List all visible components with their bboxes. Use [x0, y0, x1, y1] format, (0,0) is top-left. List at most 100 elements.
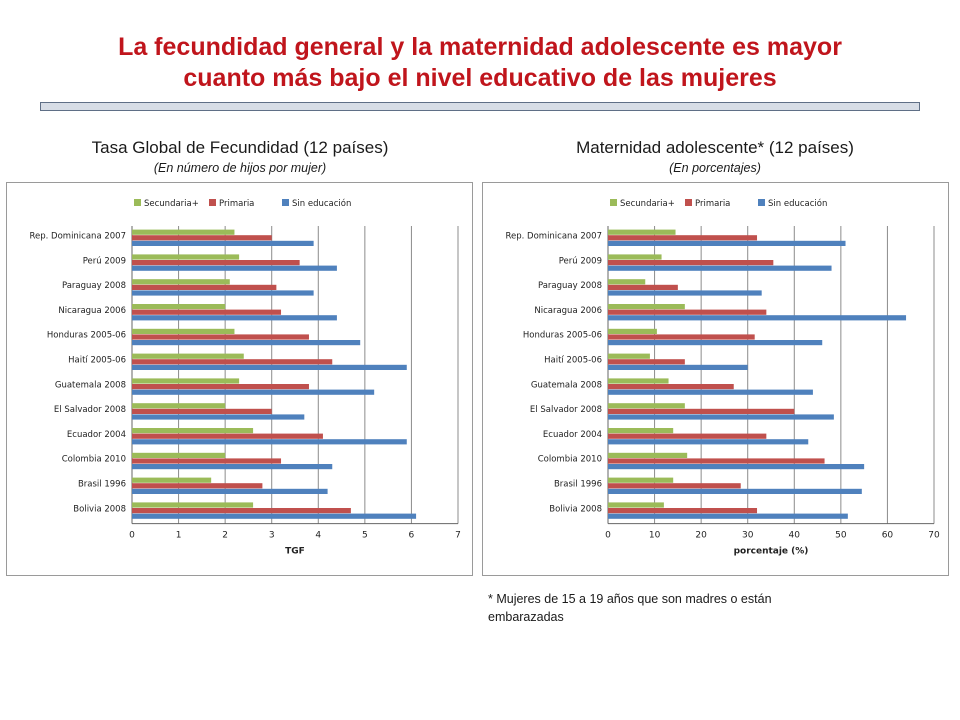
bar — [608, 229, 676, 235]
bar — [132, 265, 337, 271]
bar — [132, 433, 323, 439]
legend-swatch — [610, 199, 617, 206]
legend-label: Secundaria+ — [144, 199, 199, 209]
bar — [132, 290, 314, 296]
bar — [132, 364, 407, 370]
category-label: Bolivia 2008 — [73, 504, 126, 514]
x-tick-label: 6 — [409, 531, 415, 541]
bar — [608, 334, 755, 340]
chart-1-title: Tasa Global de Fecundidad (12 países) — [91, 138, 389, 157]
bar — [132, 284, 277, 290]
x-tick-label: 7 — [455, 531, 461, 541]
bar — [132, 378, 240, 384]
chart-2-header: Maternidad adolescente* (12 países) (En … — [515, 137, 915, 177]
bar — [132, 403, 226, 409]
x-tick-label: 5 — [362, 531, 368, 541]
footnote: * Mujeres de 15 a 19 años que son madres… — [488, 590, 848, 626]
bar — [132, 513, 417, 519]
legend-swatch — [685, 199, 692, 206]
category-label: Honduras 2005-06 — [47, 331, 126, 341]
bar — [132, 488, 328, 494]
bar — [608, 458, 825, 464]
slide-title: La fecundidad general y la maternidad ad… — [0, 32, 960, 94]
footnote-line-1: * Mujeres de 15 a 19 años que son madres… — [488, 592, 772, 606]
teen-maternity-bar-chart: 0 10 20 30 40 50 60 70 Rep. Dominicana 2007 Perú … — [505, 198, 940, 557]
bar — [608, 488, 862, 494]
bar — [608, 508, 758, 514]
title-divider — [40, 102, 920, 111]
category-label: Guatemala 2008 — [531, 380, 602, 390]
bar — [608, 359, 685, 365]
chart-2-subtitle: (En porcentajes) — [669, 161, 761, 175]
bar — [608, 290, 762, 296]
bar — [132, 428, 254, 434]
bar — [132, 315, 337, 321]
legend-label: Sin educación — [768, 198, 827, 209]
bar — [608, 284, 678, 290]
bar — [608, 464, 865, 470]
x-tick-label: 50 — [835, 531, 847, 541]
category-label: Brasil 1996 — [554, 480, 602, 490]
category-label: Bolivia 2008 — [549, 504, 602, 514]
category-label: Rep. Dominicana 2007 — [505, 232, 602, 242]
chart-1-header: Tasa Global de Fecundidad (12 países) (E… — [40, 137, 440, 177]
bar — [132, 254, 240, 260]
x-tick-label: 40 — [789, 531, 801, 541]
legend-label: Sin educación — [292, 198, 351, 209]
bar — [608, 240, 846, 246]
x-tick-label: 0 — [605, 531, 611, 541]
bar — [132, 452, 226, 458]
bar — [608, 309, 767, 315]
bar — [132, 502, 254, 508]
bar — [608, 477, 674, 483]
x-tick-label: 70 — [928, 531, 940, 541]
bar — [608, 384, 734, 390]
bar — [132, 340, 361, 346]
bar — [608, 328, 657, 334]
legend-swatch — [758, 199, 765, 206]
bar — [132, 477, 212, 483]
bar — [132, 408, 272, 414]
tgf-bar-chart: 0 1 2 3 4 5 6 7 Rep. Dominicana 2007 Perú 2009 Par… — [29, 198, 461, 557]
bar — [608, 408, 795, 414]
category-label: Honduras 2005-06 — [523, 331, 602, 341]
category-label: Perú 2009 — [83, 256, 126, 266]
category-label: Rep. Dominicana 2007 — [29, 232, 126, 242]
bar — [132, 508, 351, 514]
category-label: Nicaragua 2006 — [534, 306, 602, 316]
x-tick-label: 4 — [315, 531, 321, 541]
category-label: Paraguay 2008 — [538, 281, 602, 291]
category-label: Brasil 1996 — [78, 480, 126, 490]
category-label: Colombia 2010 — [538, 455, 602, 465]
bar — [132, 353, 244, 359]
chart-2-title: Maternidad adolescente* (12 países) — [576, 138, 854, 157]
bar — [608, 513, 848, 519]
bar — [608, 483, 741, 489]
x-tick-label: 60 — [882, 531, 894, 541]
legend-swatch — [134, 199, 141, 206]
bar — [132, 414, 305, 420]
bar — [132, 304, 226, 310]
title-line-1: La fecundidad general y la maternidad ad… — [118, 33, 842, 61]
category-label: Haití 2005-06 — [68, 356, 126, 366]
legend-swatch — [282, 199, 289, 206]
chart-2-panel: 0 10 20 30 40 50 60 70 Rep. Dominicana 2007 Perú … — [482, 182, 949, 576]
bar — [608, 439, 809, 445]
chart-1-subtitle: (En número de hijos por mujer) — [153, 161, 327, 175]
bar — [132, 458, 282, 464]
x-tick-label: 1 — [176, 531, 182, 541]
bar — [132, 464, 333, 470]
bar — [608, 428, 674, 434]
x-tick-label: 3 — [269, 531, 275, 541]
bar — [132, 328, 235, 334]
bar — [132, 389, 375, 395]
bar — [608, 254, 662, 260]
bar — [608, 353, 650, 359]
bar — [608, 364, 748, 370]
category-label: Ecuador 2004 — [67, 430, 126, 440]
category-label: Nicaragua 2006 — [58, 306, 126, 316]
bar — [608, 403, 685, 409]
x-tick-label: 20 — [695, 531, 707, 541]
legend-label: Primaria — [695, 199, 730, 209]
bar — [608, 315, 907, 321]
